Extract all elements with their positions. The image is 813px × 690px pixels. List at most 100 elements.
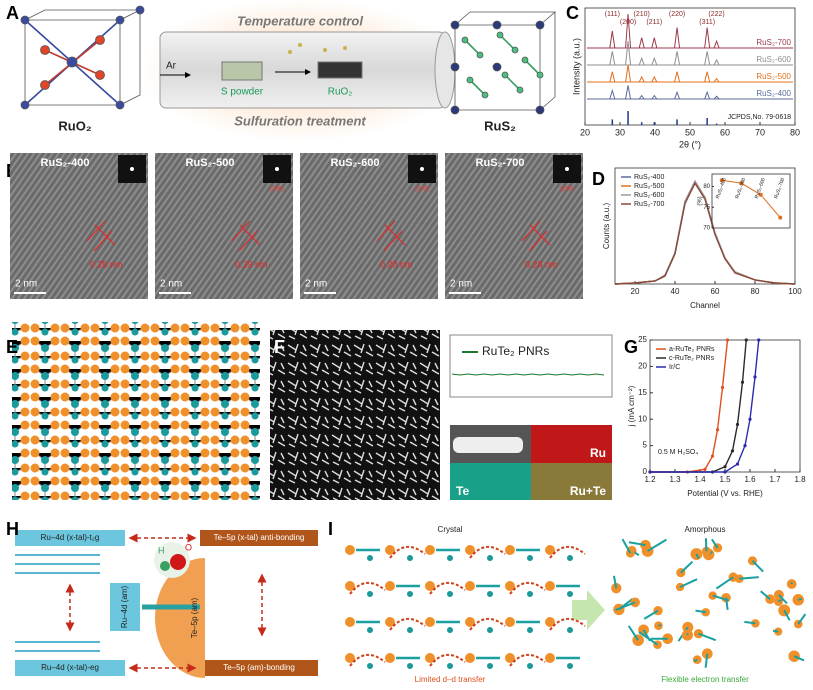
atom-small — [407, 555, 413, 561]
transfer — [429, 654, 466, 667]
atom-small — [407, 627, 413, 633]
spectrum-line — [451, 373, 605, 376]
inset-category: RuS₂-600 — [754, 177, 767, 200]
x-tick-label: 30 — [615, 127, 625, 137]
peak — [609, 51, 616, 66]
peak-label: (311) — [699, 19, 715, 26]
peak — [704, 90, 711, 100]
series-point — [735, 422, 740, 427]
panel-e: E — [6, 322, 260, 500]
peak-label: (222) — [708, 11, 724, 18]
fft-label: (200) — [415, 187, 429, 193]
peak — [609, 30, 616, 49]
atom — [465, 581, 475, 591]
legend-label: Ir/C — [669, 364, 680, 371]
atom-small — [367, 663, 373, 669]
x-tick-label: 1.5 — [719, 475, 731, 484]
atom-label: O — [185, 542, 192, 552]
x-tick-label: 40 — [671, 287, 680, 296]
bottom-text: Sulfuration treatment — [234, 113, 366, 128]
inset-point — [739, 181, 744, 186]
lattice-mark — [86, 220, 116, 252]
am-label: Ru–4d (am) — [120, 586, 129, 629]
atom — [345, 581, 355, 591]
transfer — [389, 618, 426, 631]
transfer — [744, 620, 756, 625]
transfer — [349, 582, 386, 595]
peak — [713, 77, 720, 83]
rus2-crystal — [450, 11, 557, 115]
y-tick-label: 70 — [703, 226, 710, 232]
atom — [425, 581, 435, 591]
series-point — [710, 454, 715, 458]
top-text: Temperature control — [237, 13, 363, 28]
peak-label: (111) — [605, 11, 620, 18]
legend-label: a-RuTe₂ PNRs — [669, 346, 715, 353]
peak — [674, 90, 681, 100]
atom — [545, 653, 555, 663]
atom-small — [407, 591, 413, 597]
structure-image — [12, 322, 260, 500]
legend-label: c-RuTe₂ PNRs — [669, 355, 715, 362]
x-axis-label: 2θ (°) — [679, 139, 701, 149]
x-tick-label: 1.3 — [669, 475, 681, 484]
transfer — [711, 538, 719, 549]
level-box — [15, 530, 125, 546]
transfer — [621, 538, 632, 554]
series-point — [735, 462, 740, 466]
peak — [713, 39, 720, 49]
x-tick-label: 80 — [751, 287, 760, 296]
level-box — [200, 660, 318, 676]
right-material: RuS₂ — [484, 118, 516, 133]
series-point — [748, 417, 752, 421]
atom-small — [367, 591, 373, 597]
atom — [345, 545, 355, 555]
panel-i: I Crystal Amorphous Limited d–d transfer… — [328, 519, 807, 684]
transfer — [739, 576, 759, 580]
transfer — [469, 546, 506, 559]
atom-small — [567, 591, 573, 597]
panel-f: F RuTe₂ PNRs Ru Te Ru+Te — [270, 330, 613, 500]
atom-small — [487, 663, 493, 669]
fft-spot — [130, 167, 134, 171]
panel-label: I — [328, 519, 333, 539]
series-point — [757, 338, 761, 342]
title: Amorphous — [685, 525, 726, 534]
atom — [345, 617, 355, 627]
y-tick-label: 75 — [703, 205, 710, 211]
y-tick-label: 0 — [643, 467, 648, 476]
atom — [385, 581, 395, 591]
panel-label: F — [274, 337, 285, 357]
peak-label: (210) — [634, 11, 650, 18]
plot-frame — [584, 7, 796, 126]
legend-label: RuS₂-500 — [634, 183, 664, 190]
x-tick-label: 1.6 — [744, 475, 756, 484]
image-title: RuS₂-500 — [186, 157, 235, 169]
atom-small — [447, 627, 453, 633]
peak — [674, 71, 681, 83]
peak — [638, 94, 645, 100]
panel-label: G — [624, 337, 638, 357]
transfer — [693, 658, 698, 663]
transfer — [695, 609, 706, 614]
x-tick-label: 100 — [788, 287, 802, 296]
map-ru — [531, 425, 612, 463]
precursor-label: RuO₂ — [328, 87, 353, 98]
lattice-mark — [376, 220, 406, 252]
inset-frame — [711, 173, 791, 229]
y-axis-label: Intensity (a.u.) — [571, 38, 581, 95]
atom-label: H — [158, 545, 165, 555]
transfer — [349, 654, 386, 667]
y-axis-label: (%) — [698, 196, 704, 205]
image-title: RuS₂-700 — [476, 157, 525, 169]
atom-small — [527, 627, 533, 633]
x-tick-label: 20 — [580, 127, 590, 137]
peak — [674, 27, 681, 49]
dashed-arrows — [65, 533, 267, 673]
transfer — [712, 594, 729, 602]
x-tick-label: 20 — [631, 287, 640, 296]
series-label: RuS₂-400 — [756, 89, 791, 98]
atom — [632, 634, 644, 646]
peak — [609, 88, 616, 100]
x-tick-label: 1.4 — [694, 475, 706, 484]
